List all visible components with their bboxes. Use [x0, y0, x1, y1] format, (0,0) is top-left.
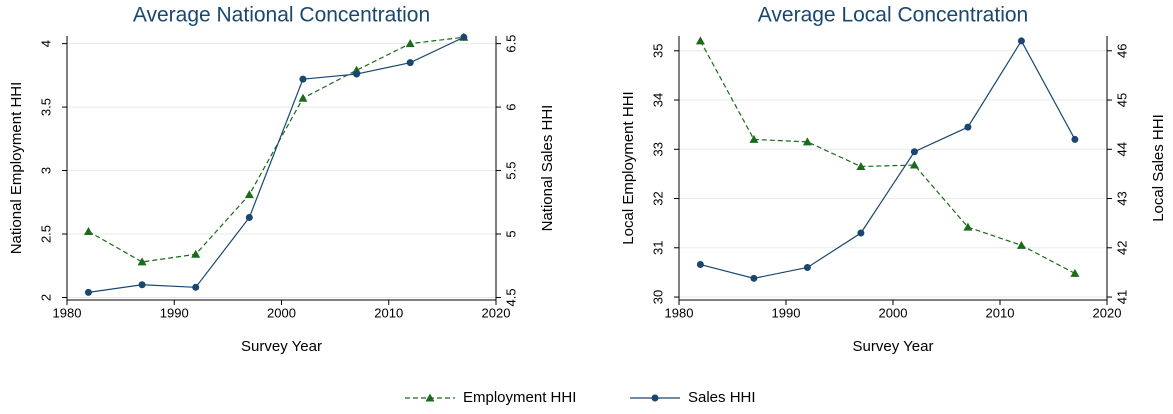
legend-marker — [651, 394, 659, 402]
y-tick-label: 3.5 — [38, 98, 53, 116]
y2-axis-label: Local Sales HHI — [1150, 114, 1167, 222]
chart-title: Average Local Concentration — [758, 4, 1028, 27]
y2-tick-label: 5 — [503, 230, 518, 237]
chart-title: Average National Concentration — [133, 4, 430, 27]
y2-tick-label: 46 — [1114, 44, 1129, 58]
x-tick-label: 2010 — [986, 305, 1015, 320]
marker — [857, 229, 865, 237]
marker — [405, 39, 415, 48]
marker — [802, 137, 812, 146]
y-tick-label: 2 — [38, 294, 53, 301]
y-tick-label: 32 — [650, 191, 665, 205]
y2-tick-label: 42 — [1114, 241, 1129, 255]
marker — [83, 226, 93, 235]
marker — [750, 274, 758, 282]
x-tick-label: 2000 — [879, 305, 908, 320]
y2-tick-label: 4.5 — [503, 288, 518, 306]
marker — [84, 288, 92, 296]
x-tick-label: 2020 — [1093, 305, 1122, 320]
y-tick-label: 33 — [650, 142, 665, 156]
marker — [406, 59, 414, 67]
legend-marker — [425, 393, 435, 402]
y-tick-label: 35 — [650, 44, 665, 58]
legend-label: Sales HHI — [688, 389, 756, 406]
marker — [245, 214, 253, 221]
series-line — [88, 36, 464, 263]
marker — [1071, 135, 1079, 143]
series-line — [88, 36, 465, 293]
marker — [909, 160, 919, 169]
x-tick-label: 1990 — [160, 305, 189, 320]
y2-axis-label: National Sales HHI — [539, 105, 556, 232]
x-tick-label: 1980 — [53, 305, 82, 320]
marker — [1017, 37, 1025, 45]
marker — [1070, 268, 1080, 277]
marker — [460, 33, 468, 41]
y2-tick-label: 44 — [1114, 142, 1129, 156]
marker — [353, 70, 361, 78]
y-tick-label: 3 — [38, 167, 53, 174]
series-line — [699, 40, 1076, 274]
x-tick-label: 2010 — [374, 305, 403, 320]
y-axis-label: Local Employment HHI — [620, 91, 637, 244]
x-tick-label: 2020 — [482, 305, 511, 320]
y-tick-label: 30 — [650, 290, 665, 304]
marker — [696, 261, 704, 269]
y2-tick-label: 43 — [1114, 191, 1129, 205]
y-tick-label: 2.5 — [38, 225, 53, 243]
x-tick-label: 1980 — [665, 305, 694, 320]
series-line — [700, 39, 1076, 279]
marker — [1016, 240, 1026, 249]
marker — [298, 93, 308, 102]
marker — [191, 249, 201, 258]
y2-tick-label: 5.5 — [503, 161, 518, 179]
y2-tick-label: 6 — [503, 103, 518, 110]
marker — [910, 148, 918, 156]
x-tick-label: 1990 — [772, 305, 801, 320]
legend-label: Employment HHI — [463, 389, 576, 406]
marker — [749, 134, 759, 143]
y2-tick-label: 45 — [1114, 93, 1129, 107]
marker — [192, 283, 200, 291]
x-tick-label: 2000 — [267, 305, 296, 320]
marker — [964, 123, 972, 131]
marker — [856, 162, 866, 171]
marker — [137, 257, 147, 266]
marker — [963, 222, 973, 231]
marker — [244, 190, 254, 199]
y2-tick-label: 41 — [1114, 290, 1129, 304]
y-tick-label: 4 — [38, 40, 53, 47]
marker — [138, 281, 146, 289]
y-tick-label: 34 — [650, 93, 665, 107]
y-axis-label: National Employment HHI — [8, 82, 25, 255]
y2-tick-label: 6.5 — [503, 35, 518, 53]
marker — [803, 263, 811, 271]
x-axis-label: Survey Year — [853, 338, 934, 355]
marker — [299, 75, 307, 83]
y-tick-label: 31 — [650, 241, 665, 255]
x-axis-label: Survey Year — [241, 338, 322, 355]
marker — [695, 36, 705, 45]
